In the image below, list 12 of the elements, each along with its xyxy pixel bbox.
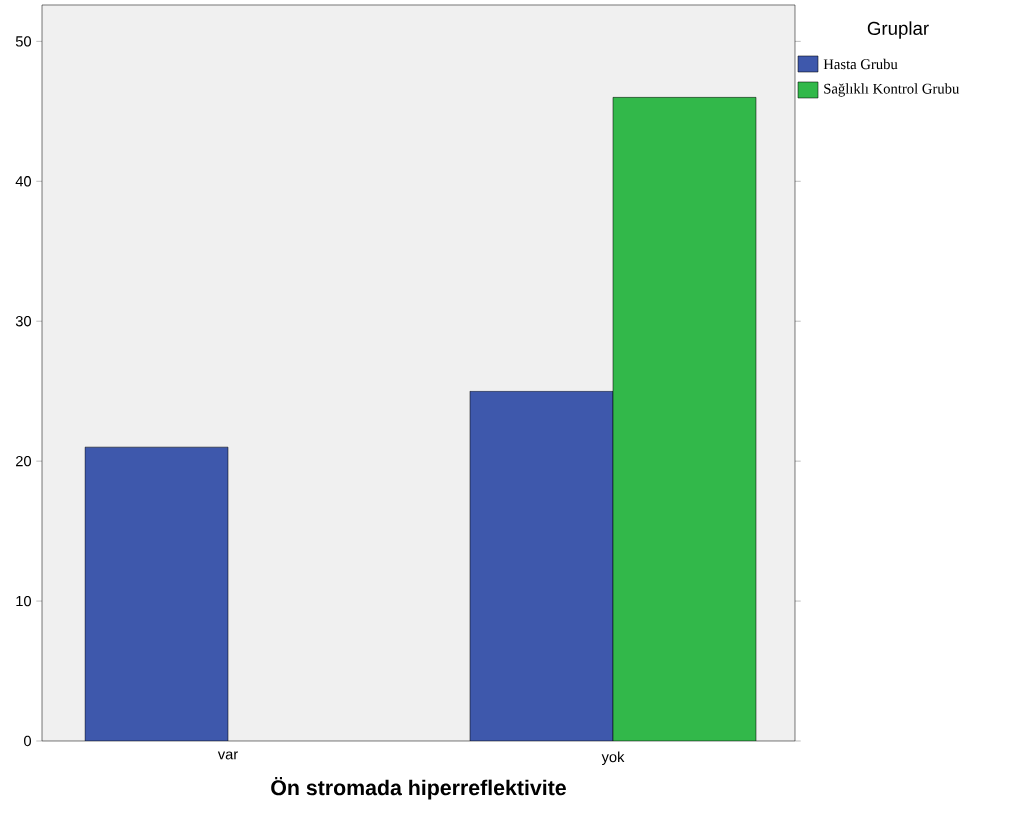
y-tick-label: 0 (24, 735, 32, 747)
y-tick-label: 10 (16, 595, 32, 607)
y-tick-label: 40 (15, 176, 32, 187)
legend-title: Gruplar (867, 21, 929, 39)
legend-label: Hasta Grubu (823, 58, 898, 70)
y-tick-label: 30 (15, 316, 32, 327)
y-tick-label: 20 (16, 455, 32, 467)
legend-label: Sağlıklı Kontrol Grubu (824, 83, 960, 97)
x-axis-title: Ön stromada hiperreflektivite (271, 776, 566, 800)
y-tick-label: 50 (15, 36, 32, 47)
x-tick-label: yok (601, 751, 625, 766)
x-tick-label: var (217, 751, 238, 760)
